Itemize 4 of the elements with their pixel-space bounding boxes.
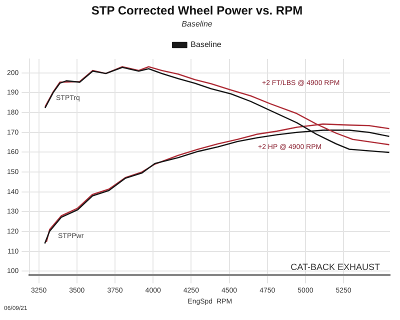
legend-label: Baseline [190, 40, 222, 50]
chart-subtitle: Baseline [182, 19, 213, 28]
chart-title: STP Corrected Wheel Power vs. RPM [91, 4, 303, 18]
annotation: CAT-BACK EXHAUST [290, 262, 380, 272]
